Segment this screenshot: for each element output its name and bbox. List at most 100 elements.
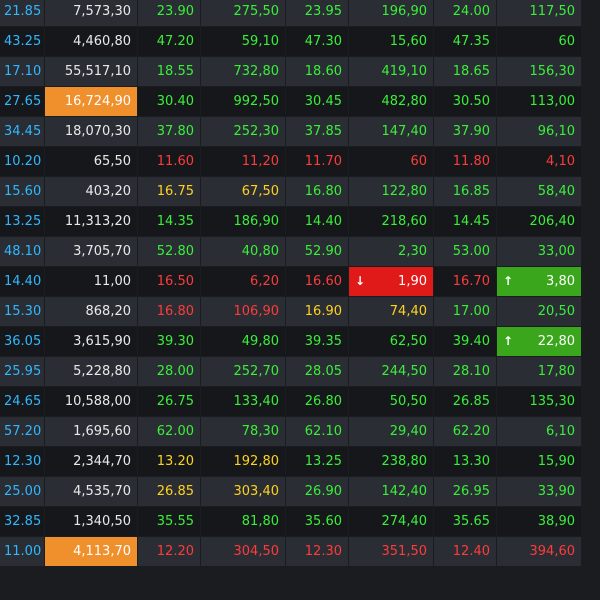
table-row[interactable]: 48.10 3,705,70 52.80 40,80 52.90 2,30 53.00 33,… [0,237,600,267]
bid-volume-3-cell: 394,60 [497,537,581,566]
bid-volume-2-value: 15,60 [389,34,427,49]
bid-price-3-value: 47.35 [452,34,490,49]
total-volume-value: 65,50 [93,154,131,169]
bid-price-1-value: 16.80 [156,304,194,319]
bid-price-3-cell: 47.35 [434,27,496,56]
bid-price-1-value: 12.20 [156,544,194,559]
bid-price-1-value: 62.00 [156,424,194,439]
table-row[interactable]: 12.30 2,344,70 13.20 192,80 13.25 238,80 13.30… [0,447,600,477]
total-volume-cell: 3,615,90 [45,327,137,356]
arrow-up-icon: ↑ [503,334,514,348]
bid-volume-1-value: 192,80 [233,454,280,469]
bid-volume-1-value: 304,50 [233,544,280,559]
bid-volume-3-cell: 6,10 [497,417,581,446]
bid-volume-3-value: 6,10 [546,424,575,439]
table-row[interactable]: 25.95 5,228,80 28.00 252,70 28.05 244,50 28.10… [0,357,600,387]
ref-price-cell: 36.05 [0,327,44,356]
total-volume-value: 5,228,80 [73,364,131,379]
arrow-down-icon: ↓ [355,274,366,288]
table-row[interactable]: 34.45 18,070,30 37.80 252,30 37.85 147,40 37.9… [0,117,600,147]
bid-volume-2-value: 60 [410,154,427,169]
bid-price-2-value: 14.40 [304,214,342,229]
bid-price-2-cell: 16.60 [286,267,348,296]
bid-volume-3-value: 33,90 [537,484,575,499]
bid-volume-3-cell: 58,40 [497,177,581,206]
bid-price-2-value: 39.35 [304,334,342,349]
bid-price-3-value: 62.20 [452,424,490,439]
bid-price-2-cell: 13.25 [286,447,348,476]
table-row[interactable]: 15.30 868,20 16.80 106,90 16.90 74,40 17.00 20,… [0,297,600,327]
bid-price-1-cell: 16.75 [138,177,200,206]
bid-volume-2-cell: 244,50 [349,357,433,386]
table-row[interactable]: 17.10 55,517,10 18.55 732,80 18.60 419,10 18.6… [0,57,600,87]
bid-volume-2-value: 122,80 [381,184,428,199]
bid-price-2-value: 11.70 [304,154,342,169]
table-row[interactable]: 21.85 7,573,30 23.90 275,50 23.95 196,90 24.00… [0,0,600,27]
table-row[interactable]: 11.00 4,113,70 12.20 304,50 12.30 351,50 12.40… [0,537,600,567]
bid-volume-1-value: 6,20 [250,274,279,289]
bid-volume-2-cell: 122,80 [349,177,433,206]
bid-price-2-value: 30.45 [304,94,342,109]
bid-price-3-cell: 62.20 [434,417,496,446]
bid-price-3-value: 26.95 [452,484,490,499]
bid-price-3-cell: 17.00 [434,297,496,326]
table-row[interactable]: 57.20 1,695,60 62.00 78,30 62.10 29,40 62.20 6,… [0,417,600,447]
bid-volume-2-value: 147,40 [381,124,428,139]
bid-volume-1-value: 59,10 [241,34,279,49]
total-volume-cell: 10,588,00 [45,387,137,416]
bid-price-1-cell: 28.00 [138,357,200,386]
bid-volume-3-cell: 15,90 [497,447,581,476]
table-row[interactable]: 24.65 10,588,00 26.75 133,40 26.80 50,50 26.85… [0,387,600,417]
bid-price-1-value: 11.60 [156,154,194,169]
total-volume-value: 1,340,50 [73,514,131,529]
bid-price-1-value: 16.50 [156,274,194,289]
ref-price-value: 15.60 [4,184,42,199]
bottom-strip [0,586,600,600]
table-row[interactable]: 10.20 65,50 11.60 11,20 11.70 60 11.80 4,10 [0,147,600,177]
bid-price-3-value: 39.40 [452,334,490,349]
total-volume-value: 4,460,80 [73,34,131,49]
ref-price-value: 11.00 [4,544,42,559]
bid-volume-3-cell: 33,90 [497,477,581,506]
bid-price-3-value: 17.00 [452,304,490,319]
bid-volume-1-value: 303,40 [233,484,280,499]
bid-price-3-cell: 37.90 [434,117,496,146]
bid-volume-1-value: 106,90 [233,304,280,319]
table-row[interactable]: 25.00 4,535,70 26.85 303,40 26.90 142,40 26.95… [0,477,600,507]
bid-volume-1-value: 732,80 [233,64,280,79]
table-row[interactable]: 13.25 11,313,20 14.35 186,90 14.40 218,60 14.4… [0,207,600,237]
bid-volume-2-cell: 74,40 [349,297,433,326]
bid-volume-3-value: 117,50 [529,4,576,19]
bid-price-3-cell: 13.30 [434,447,496,476]
bid-volume-1-value: 275,50 [233,4,280,19]
ref-price-cell: 13.25 [0,207,44,236]
bid-price-1-value: 26.75 [156,394,194,409]
bid-price-1-value: 26.85 [156,484,194,499]
bid-price-1-cell: 11.60 [138,147,200,176]
bid-price-1-cell: 13.20 [138,447,200,476]
bid-price-1-cell: 39.30 [138,327,200,356]
table-row[interactable]: 32.85 1,340,50 35.55 81,80 35.60 274,40 35.65 3… [0,507,600,537]
table-row[interactable]: 43.25 4,460,80 47.20 59,10 47.30 15,60 47.35 60 [0,27,600,57]
bid-price-2-cell: 16.90 [286,297,348,326]
table-row[interactable]: 27.65 16,724,90 30.40 992,50 30.45 482,80 30.5… [0,87,600,117]
total-volume-cell: 4,460,80 [45,27,137,56]
bid-price-1-value: 23.90 [156,4,194,19]
bid-volume-2-value: 50,50 [389,394,427,409]
ref-price-value: 48.10 [4,244,42,259]
ref-price-value: 25.95 [4,364,42,379]
bid-price-3-value: 53.00 [452,244,490,259]
table-row[interactable]: 36.05 3,615,90 39.30 49,80 39.35 62,50 39.40 ↑ 2… [0,327,600,357]
bid-volume-2-value: 482,80 [381,94,428,109]
bid-volume-2-value: 244,50 [381,364,428,379]
bid-volume-1-cell: 81,80 [201,507,285,536]
bid-volume-1-value: 40,80 [241,244,279,259]
bid-volume-3-cell: 113,00 [497,87,581,116]
bid-volume-3-value: 22,80 [537,334,575,349]
bid-volume-2-value: 218,60 [381,214,428,229]
bid-price-2-cell: 47.30 [286,27,348,56]
table-row[interactable]: 15.60 403,20 16.75 67,50 16.80 122,80 16.85 58,… [0,177,600,207]
ref-price-value: 14.40 [4,274,42,289]
bid-price-3-value: 16.70 [452,274,490,289]
table-row[interactable]: 14.40 11,00 16.50 6,20 16.60 ↓ 1,90 16.70 ↑ 3,80 [0,267,600,297]
